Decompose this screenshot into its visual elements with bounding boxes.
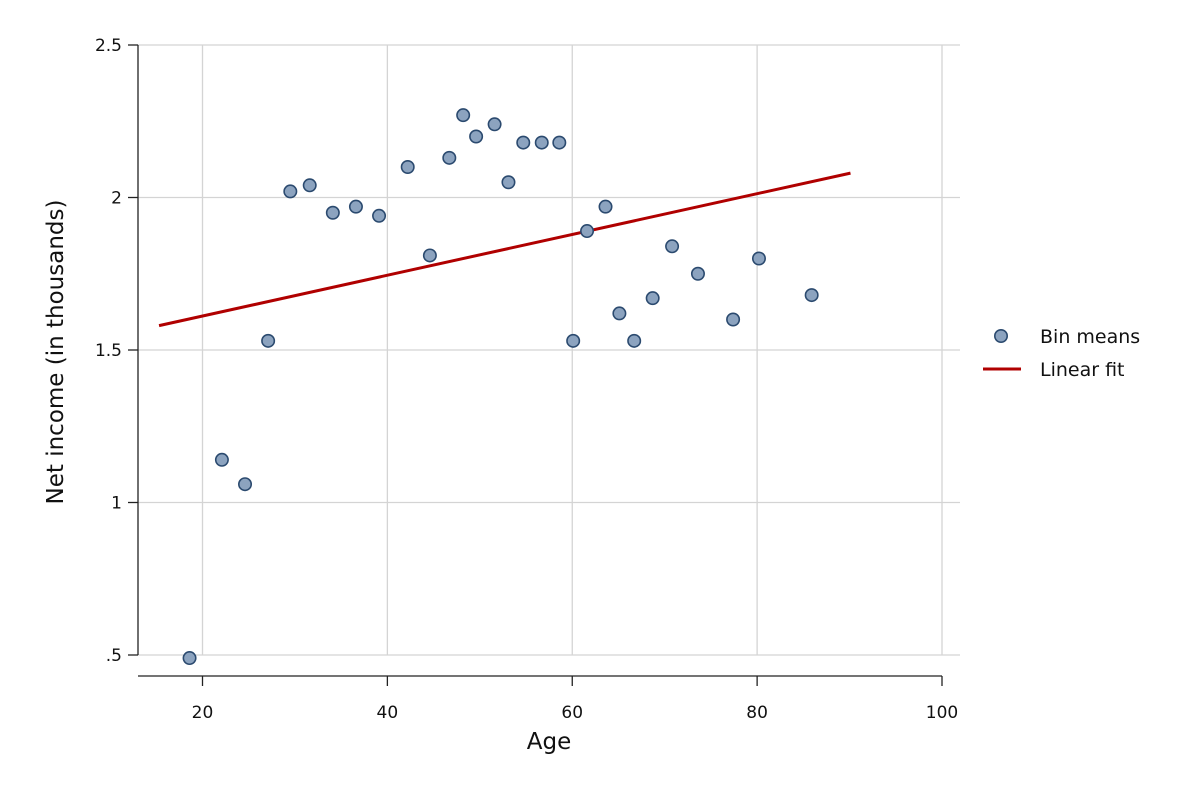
linear-fit-line — [158, 171, 851, 328]
bin-mean-point — [566, 333, 581, 348]
axis-layer: .5 1 1.5 2 2.5 20 40 60 80 100 Age Net income (in t… — [43, 36, 958, 755]
bin-mean-point — [182, 651, 197, 666]
y-tick-label: 2.5 — [95, 36, 122, 56]
bin-mean-point — [552, 135, 567, 150]
x-axis-title: Age — [527, 729, 571, 755]
bin-mean-point — [214, 452, 229, 467]
bin-mean-point — [627, 333, 642, 348]
legend-label-bin-means: Bin means — [1040, 326, 1140, 348]
bin-mean-point — [283, 184, 298, 199]
bin-mean-point — [238, 477, 253, 492]
bin-mean-point — [422, 248, 437, 263]
bin-mean-point — [516, 135, 531, 150]
legend: Bin means Linear fit — [983, 326, 1140, 381]
bin-mean-point — [751, 251, 766, 266]
bin-mean-point — [612, 306, 627, 321]
legend-label-linear-fit: Linear fit — [1040, 359, 1125, 381]
bin-mean-point — [348, 199, 363, 214]
bin-mean-point — [487, 117, 502, 132]
bin-mean-point — [645, 291, 660, 306]
bin-mean-point — [534, 135, 549, 150]
bin-mean-point — [261, 333, 276, 348]
bin-mean-point — [804, 288, 819, 303]
bin-mean-point — [469, 129, 484, 144]
y-tick-label: 1.5 — [95, 341, 122, 361]
y-axis-title: Net income (in thousands) — [43, 200, 69, 505]
bin-mean-point — [442, 150, 457, 165]
y-tick-label: 1 — [111, 494, 122, 514]
x-tick-label: 60 — [561, 703, 583, 723]
bin-mean-point — [598, 199, 613, 214]
bin-mean-point — [665, 239, 680, 254]
bin-mean-point — [501, 175, 516, 190]
x-tick-label: 100 — [926, 703, 958, 723]
bin-mean-point — [325, 205, 340, 220]
x-tick-label: 80 — [746, 703, 768, 723]
bin-mean-point — [372, 208, 387, 223]
bin-mean-point — [690, 266, 705, 281]
bin-mean-point — [400, 160, 415, 175]
y-tick-label: 2 — [111, 189, 122, 209]
bin-mean-point — [456, 108, 471, 123]
bin-mean-point — [302, 178, 317, 193]
bin-mean-point — [580, 224, 595, 239]
legend-marker-bin-means — [993, 328, 1008, 343]
grid-layer — [138, 44, 960, 656]
bin-mean-point — [726, 312, 741, 327]
y-tick-label: .5 — [106, 646, 122, 666]
series-layer — [158, 108, 851, 666]
x-tick-label: 20 — [192, 703, 214, 723]
x-tick-label: 40 — [377, 703, 399, 723]
